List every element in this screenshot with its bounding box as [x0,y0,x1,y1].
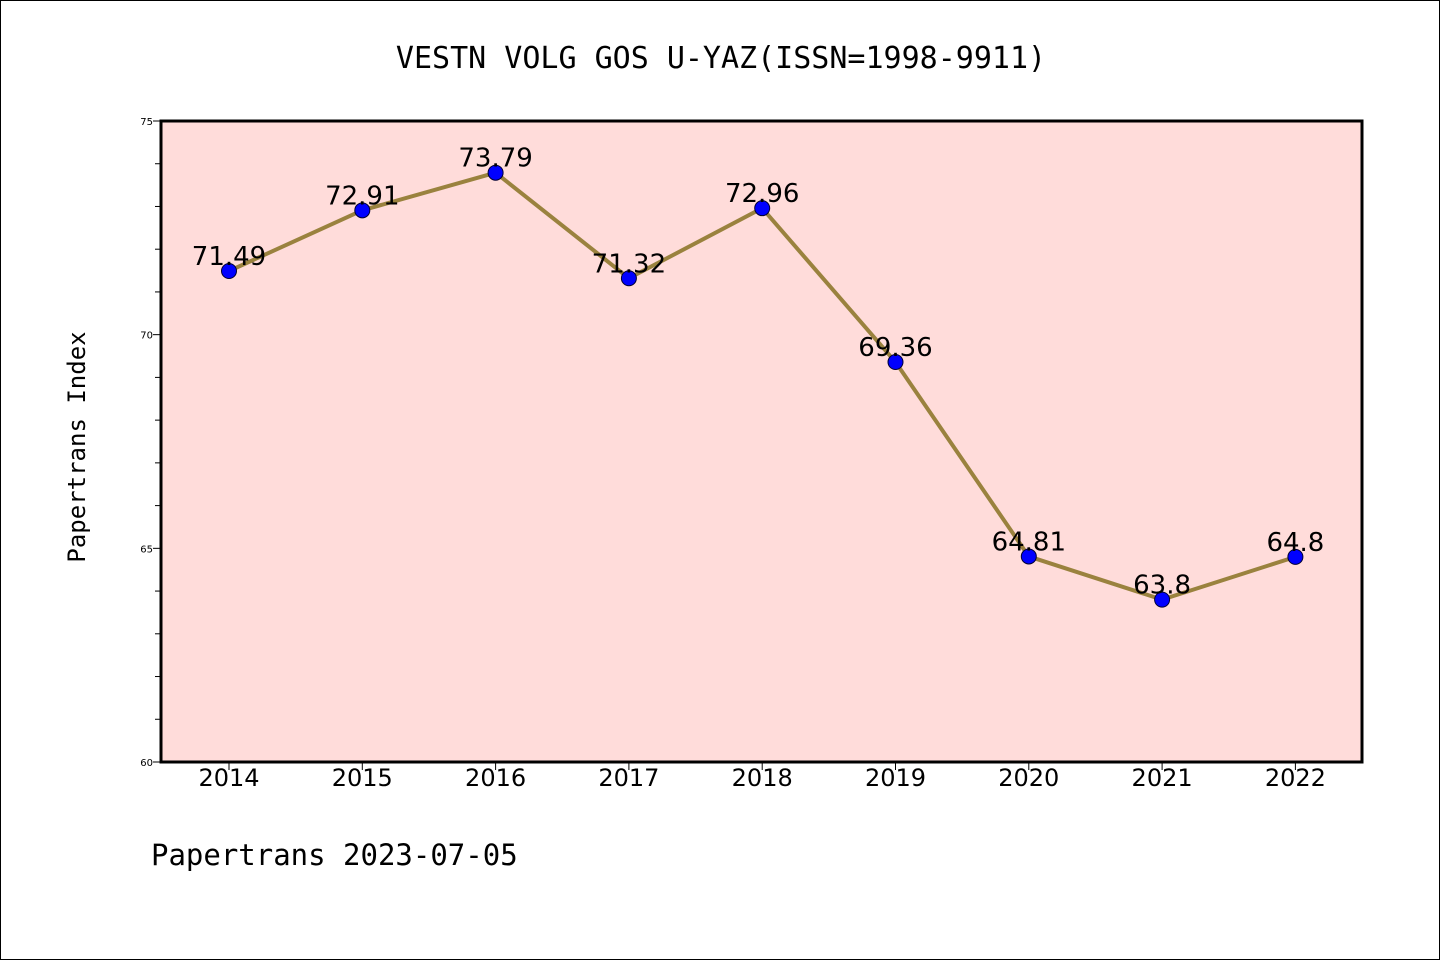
data-point-2021 [1154,591,1171,608]
data-label-2020: 64.81 [992,527,1066,557]
data-label-2016: 73.79 [458,144,532,174]
x-axis: 2014 2015 2016 2017 2018 2019 2020 2021 2022 [198,762,1326,792]
data-point-2014 [221,262,237,279]
data-point-2020 [1020,548,1037,565]
x-tick-label: 2017 [598,764,659,792]
x-tick-label: 2014 [198,764,259,792]
data-label-2021: 63.8 [1133,571,1191,601]
data-label-2019: 69.36 [858,333,932,363]
x-tick-label: 2021 [1132,764,1193,792]
data-label-2017: 71.32 [592,249,666,279]
x-tick-label: 2018 [732,764,793,792]
y-axis: 60 65 70 75 [140,117,161,769]
x-tick-label: 2022 [1265,764,1326,792]
plot-area [159,119,1364,764]
x-tick-label: 2019 [865,764,926,792]
x-tick-label: 2015 [332,764,393,792]
y-axis-label: Papertrans Index [63,331,91,562]
data-point-2019 [887,354,904,371]
data-point-2016 [487,164,504,181]
data-label-2018: 72.96 [725,179,799,209]
footer-text: Papertrans 2023-07-05 [151,838,518,872]
data-labels: 71.49 72.91 73.79 71.32 72.96 69.36 64.81 63.8 6… [192,144,1325,601]
x-tick-label: 2016 [465,764,526,792]
data-points [221,164,1304,608]
data-label-2022: 64.8 [1266,528,1324,558]
y-tick-label: 70 [140,331,153,342]
data-point-2015 [354,202,371,219]
y-tick-label: 60 [140,758,153,769]
y-tick-label: 75 [140,117,153,128]
data-label-2015: 72.91 [325,181,399,211]
data-point-2017 [620,270,637,287]
data-label-2014: 71.49 [192,242,266,272]
y-tick-label: 65 [140,544,153,555]
data-point-2022 [1287,548,1304,565]
x-tick-label: 2020 [998,764,1059,792]
data-point-2018 [754,200,771,217]
chart-title: VESTN VOLG GOS U-YAZ(ISSN=1998-9911) [396,41,1046,76]
